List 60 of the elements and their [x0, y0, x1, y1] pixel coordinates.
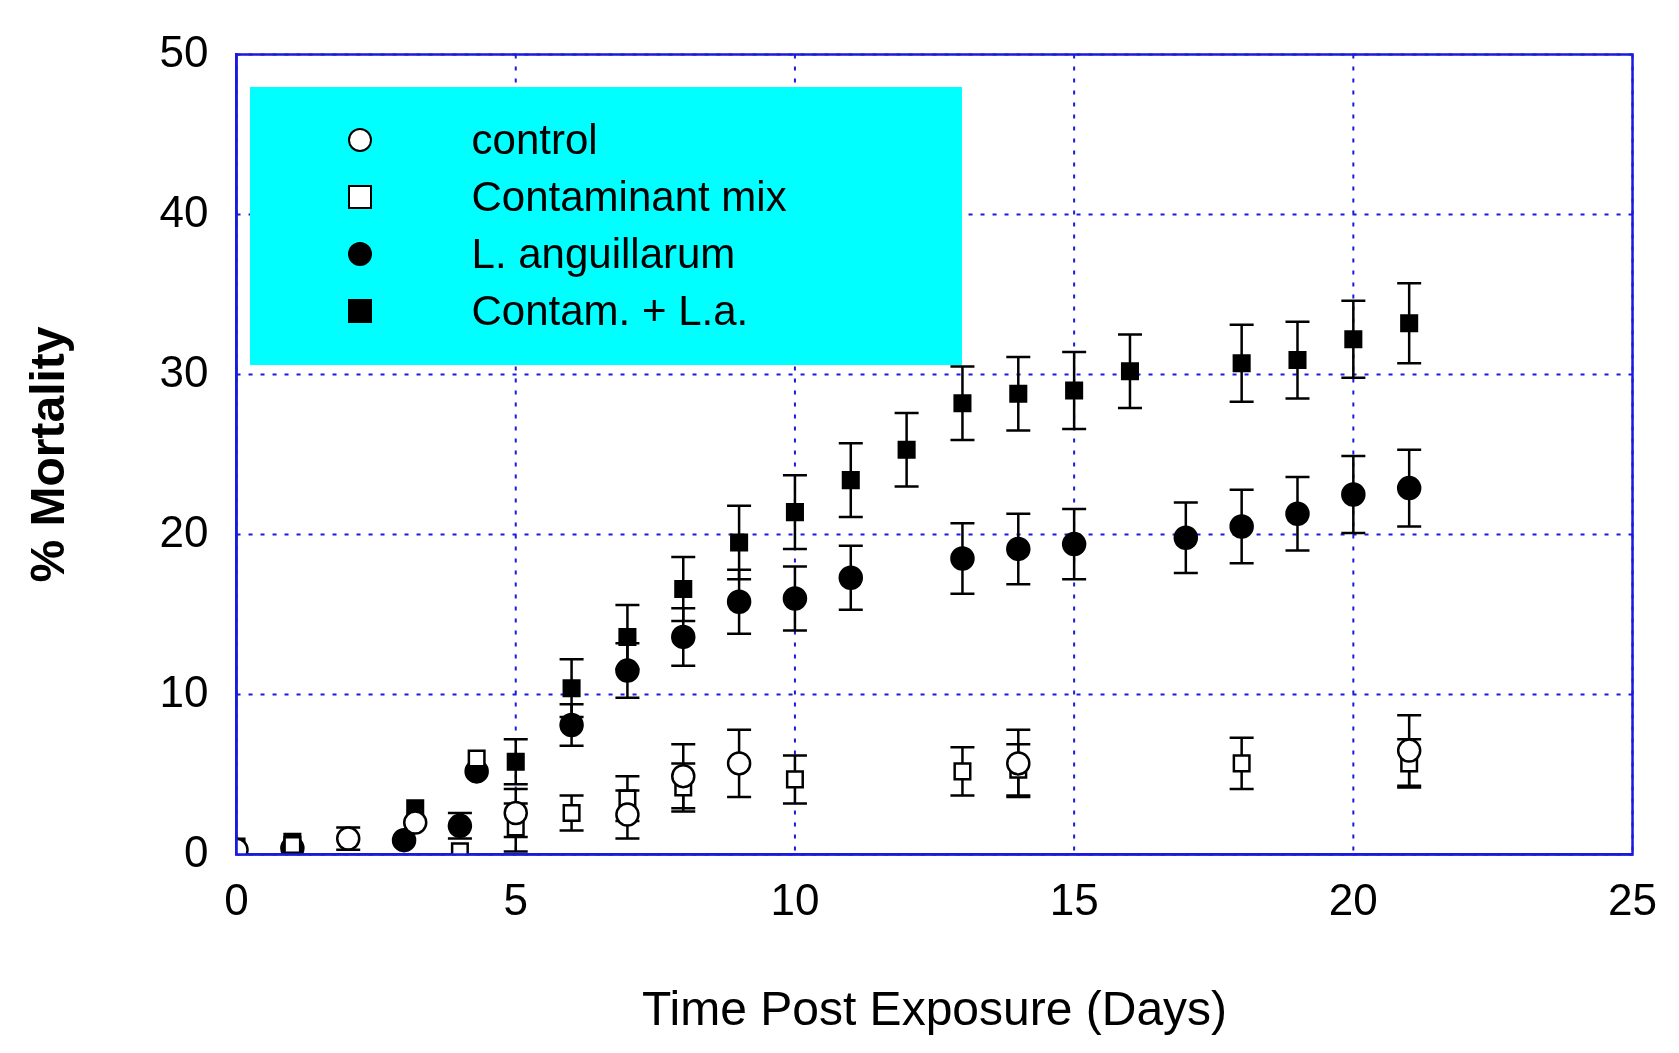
y-tick-label: 50	[159, 26, 209, 76]
point	[1006, 536, 1031, 562]
point	[726, 751, 752, 776]
point	[1400, 314, 1419, 333]
y-tick-label: 10	[159, 666, 209, 716]
point	[1009, 384, 1028, 403]
point	[1232, 354, 1251, 373]
point	[1061, 531, 1087, 557]
point	[674, 579, 693, 598]
legend-label: Contam. + L.a.	[471, 286, 749, 335]
point	[953, 394, 972, 413]
point	[950, 546, 975, 571]
y-tick-label: 20	[159, 506, 209, 556]
point	[897, 440, 916, 459]
point	[841, 471, 860, 490]
point	[1229, 514, 1254, 539]
point	[953, 762, 972, 781]
y-tick-label: 30	[159, 346, 209, 396]
point	[785, 503, 804, 522]
point	[1173, 525, 1199, 550]
point	[730, 533, 749, 552]
x-tick-label: 5	[503, 875, 528, 925]
point	[671, 763, 696, 789]
point	[1344, 330, 1363, 349]
point	[726, 589, 752, 614]
point	[618, 627, 637, 646]
y-tick-label: 0	[184, 826, 209, 876]
point	[1232, 754, 1251, 773]
point	[671, 624, 696, 650]
x-tick-label: 25	[1608, 875, 1658, 925]
x-tick-label: 10	[770, 875, 820, 925]
point	[1285, 501, 1310, 526]
point	[402, 810, 428, 835]
y-tick-label: 40	[159, 186, 209, 236]
point	[838, 565, 864, 590]
x-tick-label: 20	[1328, 875, 1378, 925]
legend-label: L. anguillarum	[471, 229, 736, 278]
x-axis-title: Time Post Exposure (Days)	[642, 982, 1228, 1036]
point	[391, 827, 417, 853]
legend-label: Contaminant mix	[471, 172, 787, 221]
point	[1396, 475, 1422, 501]
point	[506, 752, 525, 771]
point	[1396, 738, 1422, 763]
point	[1341, 482, 1366, 507]
legend-label: control	[471, 115, 598, 164]
point	[559, 712, 584, 738]
point	[1006, 751, 1031, 776]
point	[503, 800, 528, 826]
point	[615, 802, 640, 827]
point	[562, 679, 581, 698]
point	[615, 658, 640, 683]
point	[782, 586, 808, 611]
point	[1120, 362, 1139, 381]
point	[1065, 381, 1084, 400]
x-tick-label: 15	[1049, 875, 1099, 925]
point	[785, 770, 804, 789]
x-tick-label: 0	[224, 875, 249, 925]
y-axis-title: % Mortality	[21, 326, 75, 583]
point	[562, 803, 581, 823]
point	[1288, 351, 1307, 370]
